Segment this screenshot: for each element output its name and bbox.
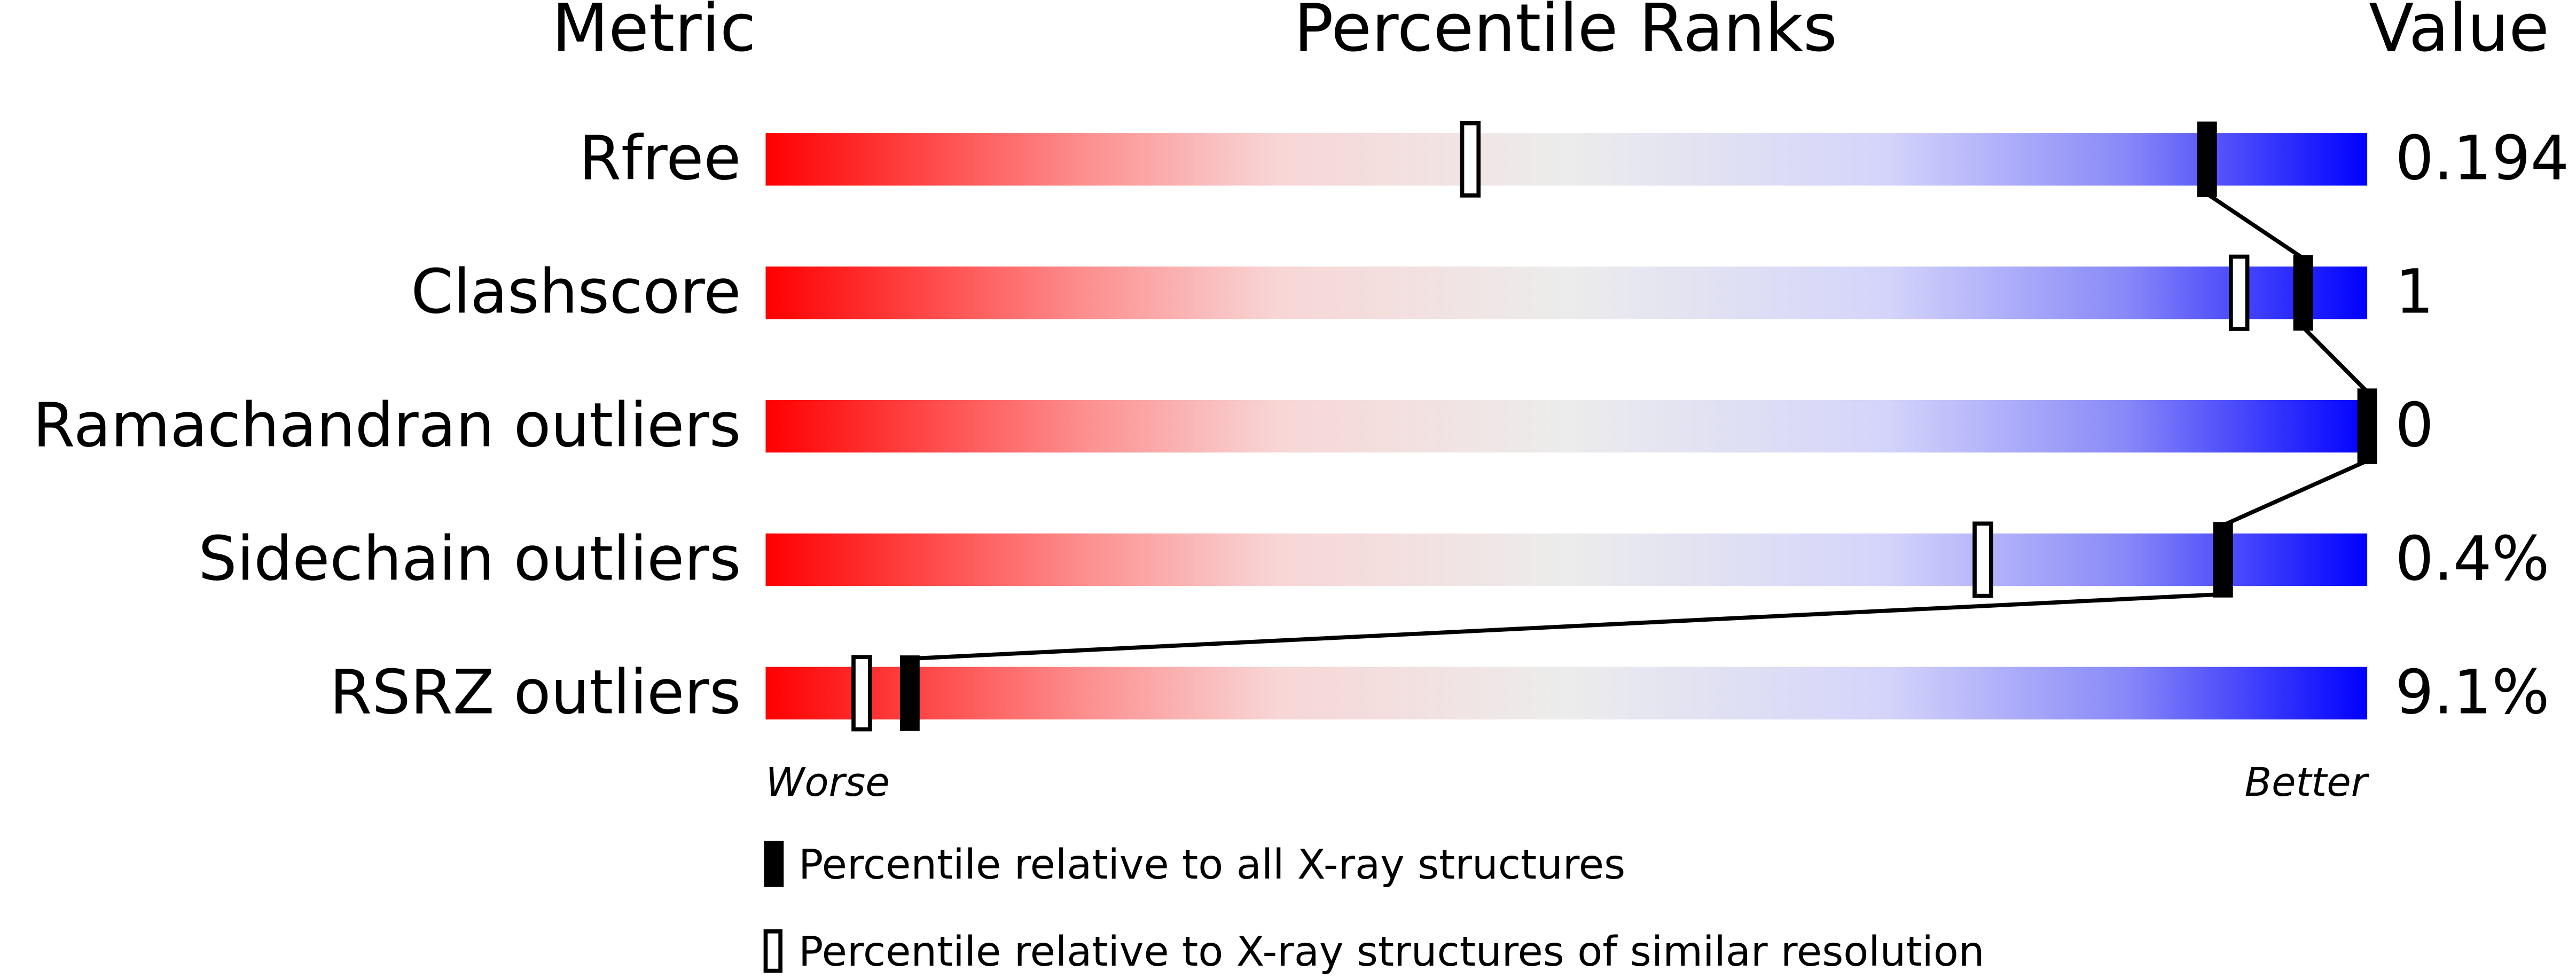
slider-bar xyxy=(765,667,2368,720)
header-percentile: Percentile Ranks xyxy=(1294,0,1837,67)
percentile-marker xyxy=(2213,522,2233,598)
legend-swatch xyxy=(763,929,783,973)
better-label: Better xyxy=(2244,759,2369,805)
worse-label: Worse xyxy=(765,759,889,805)
row-label: Rfree xyxy=(579,123,741,194)
slider-bar xyxy=(765,267,2368,319)
legend-label: Percentile relative to X-ray structures … xyxy=(798,928,1985,976)
connector xyxy=(2222,459,2368,527)
header-metric: Metric xyxy=(552,0,756,67)
slider-bar xyxy=(765,133,2368,186)
header-value: Value xyxy=(2369,0,2549,67)
metric-value: 0.4% xyxy=(2395,523,2549,594)
metric-value: 0.194 xyxy=(2395,123,2569,194)
metric-value: 9.1% xyxy=(2395,656,2549,727)
percentile-marker xyxy=(899,655,920,731)
similar-resolution-marker xyxy=(1460,121,1481,198)
percentile-marker xyxy=(2293,255,2313,331)
percentile-marker xyxy=(2357,388,2377,464)
slider-bar xyxy=(765,400,2368,453)
connector xyxy=(910,592,2223,661)
legend-swatch xyxy=(764,841,784,887)
row-label: Sidechain outliers xyxy=(198,523,741,594)
legend-label: Percentile relative to all X-ray structu… xyxy=(798,841,1625,889)
row-label: Ramachandran outliers xyxy=(33,389,741,460)
row-label: Clashscore xyxy=(411,256,741,327)
connector xyxy=(2206,192,2305,260)
metric-value: 0 xyxy=(2395,389,2433,460)
row-label: RSRZ outliers xyxy=(330,656,741,727)
metric-value: 1 xyxy=(2395,256,2433,327)
similar-resolution-marker xyxy=(851,655,872,732)
connector xyxy=(2301,326,2369,394)
slider-bar xyxy=(765,533,2368,586)
similar-resolution-marker xyxy=(2228,254,2250,331)
similar-resolution-marker xyxy=(1972,521,1993,598)
percentile-marker xyxy=(2197,121,2217,198)
